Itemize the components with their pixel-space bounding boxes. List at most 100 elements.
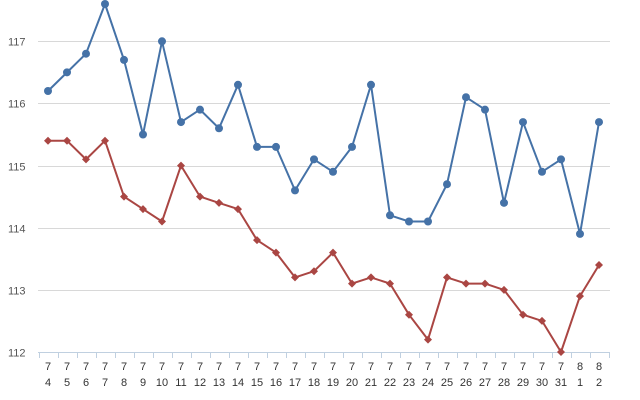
data-point[interactable] xyxy=(158,217,166,226)
data-point[interactable] xyxy=(405,310,413,319)
data-point[interactable] xyxy=(424,217,432,226)
data-point[interactable] xyxy=(291,273,299,282)
data-point[interactable] xyxy=(443,180,451,189)
data-point[interactable] xyxy=(595,261,603,269)
data-point[interactable] xyxy=(139,130,147,139)
x-tick-month: 7 xyxy=(520,361,526,373)
data-point[interactable] xyxy=(272,142,280,151)
data-point[interactable] xyxy=(443,273,451,282)
y-tick-label: 112 xyxy=(8,348,26,360)
x-tick-month: 7 xyxy=(558,361,564,373)
x-tick-month: 8 xyxy=(577,361,583,373)
data-point[interactable] xyxy=(519,118,527,127)
data-point[interactable] xyxy=(367,80,375,89)
data-point[interactable] xyxy=(576,292,584,301)
x-tick-day: 20 xyxy=(346,377,358,389)
data-point[interactable] xyxy=(348,142,356,151)
data-point[interactable] xyxy=(405,217,413,226)
data-point[interactable] xyxy=(63,136,71,145)
data-point[interactable] xyxy=(310,155,318,164)
x-tick-month: 7 xyxy=(254,361,260,373)
data-point[interactable] xyxy=(158,37,166,46)
series-group xyxy=(44,0,603,356)
data-point[interactable] xyxy=(215,198,223,207)
data-point[interactable] xyxy=(519,310,527,319)
x-tick-month: 7 xyxy=(292,361,298,373)
x-tick-month: 7 xyxy=(387,361,393,373)
x-axis-ticks: 7475767778797107117127137147157167177187… xyxy=(39,352,610,389)
data-point[interactable] xyxy=(82,49,90,58)
data-point[interactable] xyxy=(500,285,508,294)
data-point[interactable] xyxy=(101,0,109,8)
x-tick-day: 25 xyxy=(441,377,453,389)
data-point[interactable] xyxy=(291,186,299,195)
x-tick-month: 7 xyxy=(140,361,146,373)
data-point[interactable] xyxy=(462,93,470,102)
data-point[interactable] xyxy=(139,205,147,214)
y-tick-label: 117 xyxy=(8,37,26,49)
data-point[interactable] xyxy=(481,105,489,114)
y-tick-label: 113 xyxy=(8,286,26,298)
x-tick-month: 7 xyxy=(121,361,127,373)
y-tick-label: 114 xyxy=(8,224,26,236)
data-point[interactable] xyxy=(500,198,508,207)
x-tick-day: 21 xyxy=(365,377,377,389)
x-tick-day: 27 xyxy=(479,377,491,389)
data-point[interactable] xyxy=(177,118,185,127)
data-point[interactable] xyxy=(44,87,52,95)
data-point[interactable] xyxy=(101,136,109,145)
data-point[interactable] xyxy=(215,124,223,133)
x-tick-month: 7 xyxy=(216,361,222,373)
data-point[interactable] xyxy=(538,316,546,325)
data-point[interactable] xyxy=(196,192,204,201)
data-point[interactable] xyxy=(386,279,394,288)
data-point[interactable] xyxy=(538,167,546,176)
x-tick-month: 7 xyxy=(406,361,412,373)
x-tick-day: 15 xyxy=(251,377,263,389)
data-point[interactable] xyxy=(234,205,242,214)
data-point[interactable] xyxy=(63,68,71,77)
data-point[interactable] xyxy=(348,279,356,288)
x-tick-day: 28 xyxy=(498,377,510,389)
data-point[interactable] xyxy=(557,155,565,164)
data-point[interactable] xyxy=(310,267,318,276)
data-point[interactable] xyxy=(196,105,204,114)
x-tick-month: 7 xyxy=(349,361,355,373)
data-point[interactable] xyxy=(576,229,584,238)
data-point[interactable] xyxy=(367,273,375,282)
data-point[interactable] xyxy=(120,192,128,201)
x-tick-day: 23 xyxy=(403,377,415,389)
x-tick-month: 7 xyxy=(482,361,488,373)
series-2 xyxy=(44,136,603,356)
data-point[interactable] xyxy=(272,248,280,257)
x-tick-month: 7 xyxy=(197,361,203,373)
data-point[interactable] xyxy=(557,348,565,356)
data-point[interactable] xyxy=(329,167,337,176)
data-point[interactable] xyxy=(82,155,90,164)
x-tick-month: 7 xyxy=(235,361,241,373)
data-point[interactable] xyxy=(462,279,470,288)
x-tick-day: 6 xyxy=(83,377,89,389)
data-point[interactable] xyxy=(329,248,337,257)
x-tick-day: 11 xyxy=(175,377,186,389)
x-tick-day: 26 xyxy=(460,377,472,389)
x-tick-month: 7 xyxy=(273,361,279,373)
series-1 xyxy=(44,0,603,238)
data-point[interactable] xyxy=(386,211,394,220)
data-point[interactable] xyxy=(424,335,432,344)
data-point[interactable] xyxy=(234,80,242,89)
data-point[interactable] xyxy=(177,161,185,170)
data-point[interactable] xyxy=(595,118,603,127)
x-tick-day: 31 xyxy=(555,377,567,389)
data-point[interactable] xyxy=(253,142,261,151)
data-point[interactable] xyxy=(120,55,128,64)
x-tick-month: 7 xyxy=(311,361,317,373)
x-tick-month: 7 xyxy=(159,361,165,373)
x-tick-day: 4 xyxy=(45,377,51,389)
x-tick-day: 14 xyxy=(232,377,244,389)
data-point[interactable] xyxy=(481,279,489,288)
data-point[interactable] xyxy=(253,236,261,245)
data-point[interactable] xyxy=(44,136,52,145)
x-tick-month: 8 xyxy=(596,361,602,373)
